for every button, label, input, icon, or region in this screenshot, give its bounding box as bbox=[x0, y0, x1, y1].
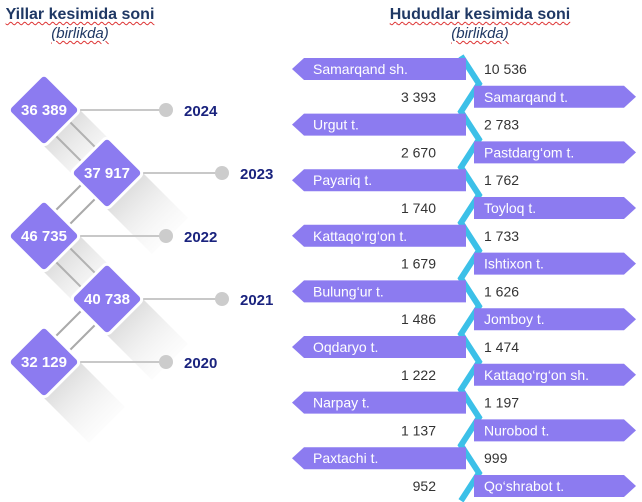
region-value-label: 1 733 bbox=[484, 228, 519, 244]
region-label: Pastdarg‘om t. bbox=[484, 144, 574, 160]
region-bar bbox=[474, 475, 636, 497]
region-value-label: 1 137 bbox=[401, 422, 436, 438]
region-value-label: 1 222 bbox=[401, 367, 436, 383]
region-bar bbox=[474, 197, 636, 219]
year-diamond bbox=[70, 262, 144, 336]
region-label: Jomboy t. bbox=[484, 311, 545, 327]
region-value-label: 1 197 bbox=[484, 395, 519, 411]
region-bar bbox=[474, 363, 636, 386]
region-label: Toyloq t. bbox=[484, 200, 536, 216]
region-value-label: 1 762 bbox=[484, 172, 519, 188]
region-value-label: 2 670 bbox=[401, 144, 436, 160]
region-label: Narpay t. bbox=[313, 395, 370, 411]
region-label: Oqdaryo t. bbox=[313, 339, 378, 355]
region-label: Paxtachi t. bbox=[313, 450, 378, 466]
region-bar bbox=[292, 113, 466, 136]
year-label: 2022 bbox=[184, 229, 217, 246]
year-diamond bbox=[7, 73, 81, 147]
region-bar bbox=[474, 308, 636, 331]
region-bar bbox=[292, 391, 466, 414]
region-label: Samarqand t. bbox=[484, 89, 568, 105]
region-bar bbox=[474, 85, 636, 108]
region-value-label: 1 474 bbox=[484, 339, 519, 355]
region-value-label: 1 626 bbox=[484, 283, 519, 299]
year-diamond bbox=[70, 136, 144, 210]
region-bar bbox=[474, 141, 636, 164]
region-value-label: 1 679 bbox=[401, 256, 436, 272]
year-label: 2021 bbox=[240, 292, 273, 309]
years-chart-subtitle: (birlikda) bbox=[51, 25, 109, 42]
region-value-label: 952 bbox=[413, 478, 437, 494]
year-label: 2024 bbox=[184, 103, 218, 120]
year-diamond bbox=[7, 325, 81, 399]
region-value-label: 2 783 bbox=[484, 117, 519, 133]
region-label: Kattaqo‘rg‘on sh. bbox=[484, 367, 589, 383]
region-value-label: 3 393 bbox=[401, 89, 436, 105]
region-bar bbox=[292, 169, 466, 192]
regions-chart-subtitle: (birlikda) bbox=[451, 25, 509, 42]
region-label: Bulung‘ur t. bbox=[313, 283, 384, 299]
region-value-label: 999 bbox=[484, 450, 508, 466]
region-label: Kattaqo‘rg‘on t. bbox=[313, 228, 407, 244]
year-label: 2023 bbox=[240, 166, 273, 183]
year-value-label: 46 735 bbox=[21, 228, 67, 245]
years-chart: 36 389 2024 37 917 2023 46 735 2022 40 738 2021… bbox=[7, 73, 273, 443]
region-bar bbox=[474, 252, 636, 275]
region-label: Qo‘shrabot t. bbox=[484, 478, 564, 494]
region-value-label: 1 740 bbox=[401, 200, 436, 216]
region-bar bbox=[292, 224, 466, 247]
region-bar bbox=[474, 419, 636, 442]
regions-chart-title: Hududlar kesimida soni bbox=[389, 6, 571, 23]
region-value-label: 10 536 bbox=[484, 61, 527, 77]
years-chart-title: Yillar kesimida soni bbox=[5, 6, 155, 23]
region-label: Nurobod t. bbox=[484, 422, 549, 438]
year-value-label: 32 129 bbox=[21, 354, 67, 371]
region-label: Payariq t. bbox=[313, 172, 372, 188]
year-value-label: 36 389 bbox=[21, 102, 67, 119]
region-bar bbox=[292, 58, 466, 80]
year-value-label: 37 917 bbox=[84, 165, 130, 182]
year-diamond bbox=[7, 199, 81, 273]
region-label: Urgut t. bbox=[313, 117, 359, 133]
year-value-label: 40 738 bbox=[84, 291, 130, 308]
region-bar bbox=[292, 336, 466, 358]
year-label: 2020 bbox=[184, 355, 217, 372]
region-value-label: 1 486 bbox=[401, 311, 436, 327]
region-label: Samarqand sh. bbox=[313, 61, 408, 77]
region-bar bbox=[292, 280, 466, 303]
region-label: Ishtixon t. bbox=[484, 256, 544, 272]
region-bar bbox=[292, 447, 466, 470]
